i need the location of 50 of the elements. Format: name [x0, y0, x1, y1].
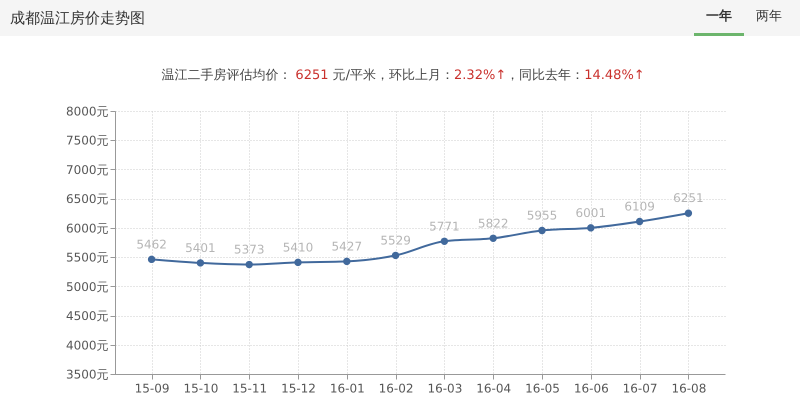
y-tick-label: 5500元 [66, 250, 108, 265]
x-tick-label: 16-08 [671, 382, 706, 396]
y-tick-label: 4000元 [66, 338, 108, 352]
point [196, 259, 204, 267]
data-label: 5401 [185, 240, 216, 255]
data-label: 6251 [673, 191, 704, 206]
data-label: 5427 [332, 239, 362, 254]
y-tick-label: 7500元 [66, 134, 108, 148]
data-label: 5410 [282, 240, 314, 254]
point [245, 260, 253, 268]
y-tick-label: 3500元 [66, 368, 108, 382]
point [440, 238, 448, 245]
y-tick-label: 8000元 [66, 104, 108, 118]
x-tick-label: 16-01 [330, 382, 365, 396]
x-tick-label: 15-11 [232, 382, 268, 396]
x-tick-label: 15-09 [134, 382, 170, 396]
y-tick-label: 6000元 [66, 221, 108, 236]
point [489, 234, 497, 242]
y-tick-label: 6500元 [66, 192, 108, 206]
data-label: 6109 [624, 200, 655, 214]
point [392, 252, 400, 260]
x-tick-label: 15-10 [183, 382, 218, 396]
data-label: 5529 [380, 233, 411, 248]
data-label: 6001 [576, 206, 606, 220]
x-tick-label: 15-12 [281, 382, 316, 396]
y-tick-label: 4500元 [66, 309, 108, 324]
point [148, 256, 156, 264]
x-tick-label: 16-03 [427, 382, 462, 396]
data-label: 5462 [136, 237, 167, 252]
chart-title: 成都温江房价走势图 [10, 8, 145, 29]
text: 两年 [755, 8, 783, 26]
data-label: 5955 [526, 208, 558, 223]
y-tick-label: 5000元 [66, 280, 108, 294]
x-tick-label: 16-06 [574, 382, 609, 396]
text: 一年 [705, 8, 733, 26]
x-tick-label: 16-07 [622, 382, 658, 396]
data-label: 5771 [429, 219, 460, 234]
point [636, 218, 644, 226]
point [343, 258, 351, 266]
y-tick-label: 7000元 [66, 162, 108, 177]
data-label: 5373 [234, 242, 264, 257]
point [538, 226, 546, 234]
point [294, 258, 302, 266]
x-tick-label: 16-05 [525, 382, 560, 396]
point [587, 224, 595, 232]
x-tick-label: 16-02 [378, 382, 414, 396]
x-tick-label: 16-04 [476, 382, 512, 396]
point [684, 210, 692, 217]
data-label: 5822 [478, 216, 508, 230]
chart-subtitle: 温江二手房评估均价： 6251 元/平米，环比上月：2.32%↑，同比去年：14.48%↑ [160, 67, 646, 84]
